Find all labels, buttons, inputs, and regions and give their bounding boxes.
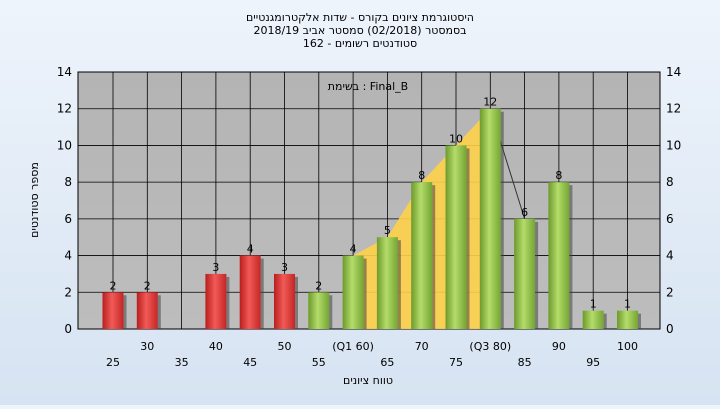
chart-title-line-3: סטודנטים רשומים - 162	[303, 37, 417, 50]
x-axis-ticks: 25 30 35 40 45 50 55 (Q1 60) 65 70 75 (Q3 80) 85 90 95…	[106, 340, 638, 369]
bar-value-label: 1	[624, 298, 631, 311]
y-tick-label-left: 8	[64, 175, 72, 189]
x-category-label: 95	[586, 356, 600, 369]
chart-annotation: בשימת : Final_B	[328, 80, 408, 93]
bar-shadow	[123, 295, 127, 329]
x-category-label: 40	[209, 340, 223, 353]
x-category-label: 30	[140, 340, 154, 353]
bar-shadow	[603, 313, 607, 329]
bar-shadow	[535, 221, 539, 329]
y-axis-title: מספר סטודנטים	[28, 162, 41, 238]
y-tick-label-right: 8	[666, 175, 674, 189]
bar-value-label: 5	[384, 224, 391, 237]
bar	[514, 218, 536, 329]
bar-shadow	[260, 258, 264, 329]
y-tick-label-left: 0	[64, 322, 72, 336]
x-axis-title: טווח ציונים	[343, 374, 393, 387]
bar-value-label: 4	[247, 243, 254, 256]
bar-shadow	[432, 185, 436, 329]
bar-shadow	[363, 258, 367, 329]
x-category-label: 50	[278, 340, 292, 353]
y-tick-label-right: 4	[666, 249, 674, 263]
y-tick-label-right: 14	[666, 65, 681, 79]
bar-value-label: 12	[483, 96, 497, 109]
bar	[274, 273, 295, 329]
bar	[102, 292, 124, 329]
y-tick-label-left: 2	[64, 285, 72, 299]
y-tick-label-left: 14	[57, 65, 72, 79]
bar-shadow	[466, 148, 470, 329]
y-tick-label-left: 6	[64, 212, 72, 226]
y-tick-label-right: 10	[666, 138, 681, 152]
bar	[445, 145, 467, 329]
bar-shadow	[157, 295, 161, 329]
bar-value-label: 2	[144, 279, 151, 292]
bar-value-label: 8	[418, 169, 425, 182]
bar-shadow	[295, 276, 298, 329]
bar-shadow	[569, 185, 573, 329]
bar	[376, 237, 398, 329]
chart-title-line-2: בסמסטר (02/2018) סמסטר אביב 2018/19	[253, 24, 466, 37]
bar-value-label: 1	[590, 298, 597, 311]
bar	[582, 310, 604, 329]
x-category-label: 70	[415, 340, 429, 353]
bar	[342, 255, 364, 329]
bar	[205, 273, 227, 329]
bar-value-label: 8	[555, 169, 562, 182]
x-category-label: 75	[449, 356, 463, 369]
x-category-label: 65	[380, 356, 394, 369]
x-category-label: (Q3 80)	[469, 340, 511, 353]
bar-value-label: 6	[521, 206, 528, 219]
y-tick-label-left: 10	[57, 138, 72, 152]
bar-value-label: 2	[110, 279, 117, 292]
bar-value-label: 10	[449, 132, 463, 145]
bar	[239, 255, 261, 329]
bar-shadow	[329, 295, 333, 329]
bar-shadow	[638, 313, 641, 329]
bar	[548, 182, 570, 329]
x-category-label: 35	[175, 356, 189, 369]
bar-shadow	[226, 276, 230, 329]
bar-value-label: 3	[212, 261, 219, 274]
x-category-label: 85	[518, 356, 532, 369]
bar	[308, 292, 330, 329]
bar-value-label: 4	[350, 243, 357, 256]
x-category-label: 45	[243, 356, 257, 369]
y-tick-label-right: 2	[666, 285, 674, 299]
x-category-label: (Q1 60)	[332, 340, 374, 353]
y-tick-label-right: 0	[666, 322, 674, 336]
bar-shadow	[397, 240, 401, 329]
bar-shadow	[500, 111, 504, 329]
x-category-label: 90	[552, 340, 566, 353]
bar-value-label: 2	[315, 279, 322, 292]
x-category-label: 25	[106, 356, 120, 369]
x-category-label: 55	[312, 356, 326, 369]
y-tick-label-right: 12	[666, 102, 681, 116]
bar-labels-layer: 2 2 3 4 3 2 4 5 8 10 12 6 8 1 1	[110, 96, 632, 311]
y-tick-label-left: 4	[64, 249, 72, 263]
bar	[479, 108, 501, 329]
bars-layer	[102, 108, 641, 329]
bar	[136, 292, 158, 329]
y-tick-label-left: 12	[57, 102, 72, 116]
y-tick-label-right: 6	[666, 212, 674, 226]
bar-value-label: 3	[281, 261, 288, 274]
chart-title-line-1: היסטוגרמת ציונים בקורס - שדות אלקטרומגנט…	[246, 11, 474, 24]
x-category-label: 100	[617, 340, 638, 353]
bar	[617, 310, 638, 329]
bar	[411, 182, 433, 329]
